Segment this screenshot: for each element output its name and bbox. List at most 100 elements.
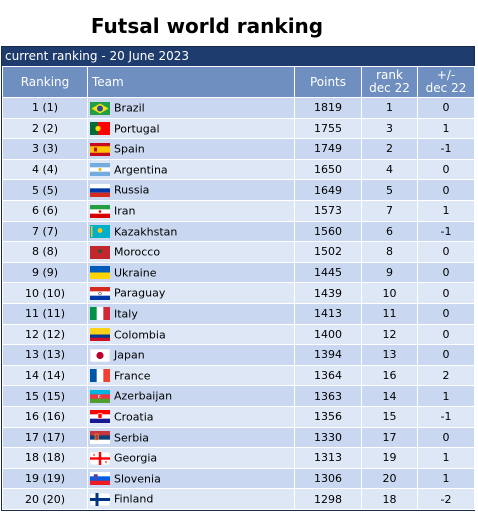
diff-dec22-cell: -1 <box>417 220 475 243</box>
ranking-cell: 10 (10) <box>2 282 88 304</box>
rank-dec22-cell: 17 <box>361 426 418 449</box>
diff-dec22-cell: 0 <box>417 97 475 119</box>
team-cell: Brazil <box>87 97 295 119</box>
france-flag-icon <box>90 369 110 383</box>
diff-dec22-cell: 0 <box>417 179 475 201</box>
table-row: 5 (5) Russia 1649 5 0 <box>2 179 475 201</box>
rank-dec22-cell: 2 <box>361 138 418 160</box>
rank-dec22-cell: 18 <box>361 488 418 510</box>
points-cell: 1413 <box>294 302 362 325</box>
ranking-table-panel: current ranking - 20 June 2023 Ranking T… <box>1 46 475 511</box>
team-name: Argentina <box>114 163 168 177</box>
rank-dec22-cell: 1 <box>361 97 418 119</box>
table-caption: current ranking - 20 June 2023 <box>2 47 474 66</box>
diff-header-line1: +/- <box>436 68 456 82</box>
diff-dec22-cell: 1 <box>417 385 475 407</box>
table-row: 14 (14) France 1364 16 2 <box>2 364 475 387</box>
table-row: 9 (9) Ukraine 1445 9 0 <box>2 261 475 284</box>
diff-dec22-cell: 1 <box>417 199 475 222</box>
column-header-diff-dec22[interactable]: +/- dec 22 <box>417 66 475 98</box>
table-row: 1 (1) Brazil 1819 1 0 <box>2 97 475 119</box>
points-cell: 1650 <box>294 158 362 181</box>
diff-dec22-cell: -2 <box>417 488 475 510</box>
brazil-flag-icon <box>90 101 110 115</box>
column-header-rank-dec22[interactable]: rank dec 22 <box>361 66 418 98</box>
argentina-flag-icon <box>90 163 110 177</box>
morocco-flag-icon <box>90 245 110 259</box>
ranking-cell: 14 (14) <box>2 364 88 387</box>
table-row: 15 (15) Azerbaijan 1363 14 1 <box>2 385 475 407</box>
ranking-cell: 20 (20) <box>2 488 88 510</box>
team-name: Japan <box>114 348 145 362</box>
points-cell: 1755 <box>294 117 362 140</box>
team-cell: Japan <box>87 344 295 366</box>
table-row: 20 (20) Finland 1298 18 -2 <box>2 488 475 510</box>
points-cell: 1364 <box>294 364 362 387</box>
ranking-cell: 18 (18) <box>2 447 88 469</box>
points-cell: 1819 <box>294 97 362 119</box>
team-name: Serbia <box>114 431 150 445</box>
rank-dec22-cell: 11 <box>361 302 418 325</box>
ranking-cell: 19 (19) <box>2 467 88 490</box>
table-row: 6 (6) Iran 1573 7 1 <box>2 199 475 222</box>
rank-dec22-cell: 13 <box>361 344 418 366</box>
team-name: Spain <box>114 142 145 156</box>
diff-dec22-cell: -1 <box>417 405 475 428</box>
diff-dec22-cell: 0 <box>417 158 475 181</box>
rank-dec22-cell: 19 <box>361 447 418 469</box>
points-cell: 1356 <box>294 405 362 428</box>
team-cell: Serbia <box>87 426 295 449</box>
diff-dec22-cell: 0 <box>417 302 475 325</box>
diff-header-line2: dec 22 <box>425 81 467 95</box>
ranking-cell: 7 (7) <box>2 220 88 243</box>
diff-dec22-cell: 0 <box>417 426 475 449</box>
serbia-flag-icon <box>90 431 110 445</box>
team-name: Slovenia <box>114 472 161 486</box>
table-row: 7 (7) Kazakhstan 1560 6 -1 <box>2 220 475 243</box>
table-row: 8 (8) Morocco 1502 8 0 <box>2 241 475 263</box>
points-cell: 1363 <box>294 385 362 407</box>
team-cell: France <box>87 364 295 387</box>
georgia-flag-icon <box>90 451 110 465</box>
slovenia-flag-icon <box>90 472 110 486</box>
team-name: Iran <box>114 204 136 218</box>
column-header-ranking[interactable]: Ranking <box>2 66 88 98</box>
points-cell: 1400 <box>294 323 362 346</box>
diff-dec22-cell: 0 <box>417 261 475 284</box>
team-name: Azerbaijan <box>114 389 173 403</box>
points-cell: 1573 <box>294 199 362 222</box>
points-cell: 1298 <box>294 488 362 510</box>
diff-dec22-cell: 0 <box>417 282 475 304</box>
rank-dec22-cell: 6 <box>361 220 418 243</box>
team-cell: Azerbaijan <box>87 385 295 407</box>
team-name: Georgia <box>114 451 158 465</box>
ranking-cell: 9 (9) <box>2 261 88 284</box>
column-header-team[interactable]: Team <box>87 66 295 98</box>
team-name: Finland <box>114 492 154 506</box>
table-row: 19 (19) Slovenia 1306 20 1 <box>2 467 475 490</box>
team-cell: Georgia <box>87 447 295 469</box>
ranking-cell: 3 (3) <box>2 138 88 160</box>
team-cell: Paraguay <box>87 282 295 304</box>
column-header-points[interactable]: Points <box>294 66 362 98</box>
ranking-table: Ranking Team Points rank dec 22 +/- dec … <box>2 66 475 510</box>
table-row: 11 (11) Italy 1413 11 0 <box>2 302 475 325</box>
page-title: Futsal world ranking <box>90 14 324 38</box>
rank-header-line1: rank <box>376 68 403 82</box>
points-cell: 1649 <box>294 179 362 201</box>
diff-dec22-cell: 0 <box>417 323 475 346</box>
rank-dec22-cell: 14 <box>361 385 418 407</box>
ranking-cell: 11 (11) <box>2 302 88 325</box>
diff-dec22-cell: -1 <box>417 138 475 160</box>
points-cell: 1502 <box>294 241 362 263</box>
rank-dec22-cell: 9 <box>361 261 418 284</box>
table-row: 3 (3) Spain 1749 2 -1 <box>2 138 475 160</box>
diff-dec22-cell: 1 <box>417 467 475 490</box>
ranking-cell: 15 (15) <box>2 385 88 407</box>
team-name: Italy <box>114 307 138 321</box>
points-cell: 1445 <box>294 261 362 284</box>
table-row: 13 (13) Japan 1394 13 0 <box>2 344 475 366</box>
team-name: France <box>114 369 151 383</box>
diff-dec22-cell: 1 <box>417 117 475 140</box>
rank-header-line2: dec 22 <box>369 81 410 95</box>
